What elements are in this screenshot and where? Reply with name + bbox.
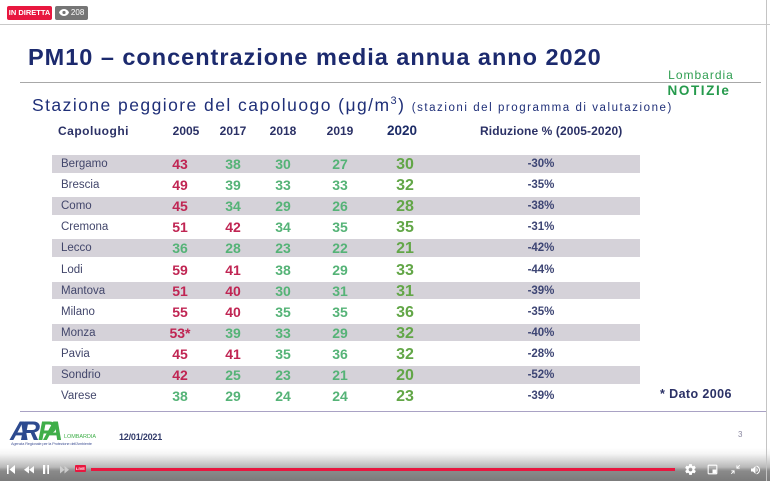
svg-text:LOMBARDIA: LOMBARDIA [64, 434, 96, 440]
svg-text:AR: AR [9, 416, 41, 446]
svg-text:Agenzia Regionale per la Prote: Agenzia Regionale per la Protezione dell… [11, 441, 93, 446]
svg-text:PA: PA [38, 416, 63, 446]
